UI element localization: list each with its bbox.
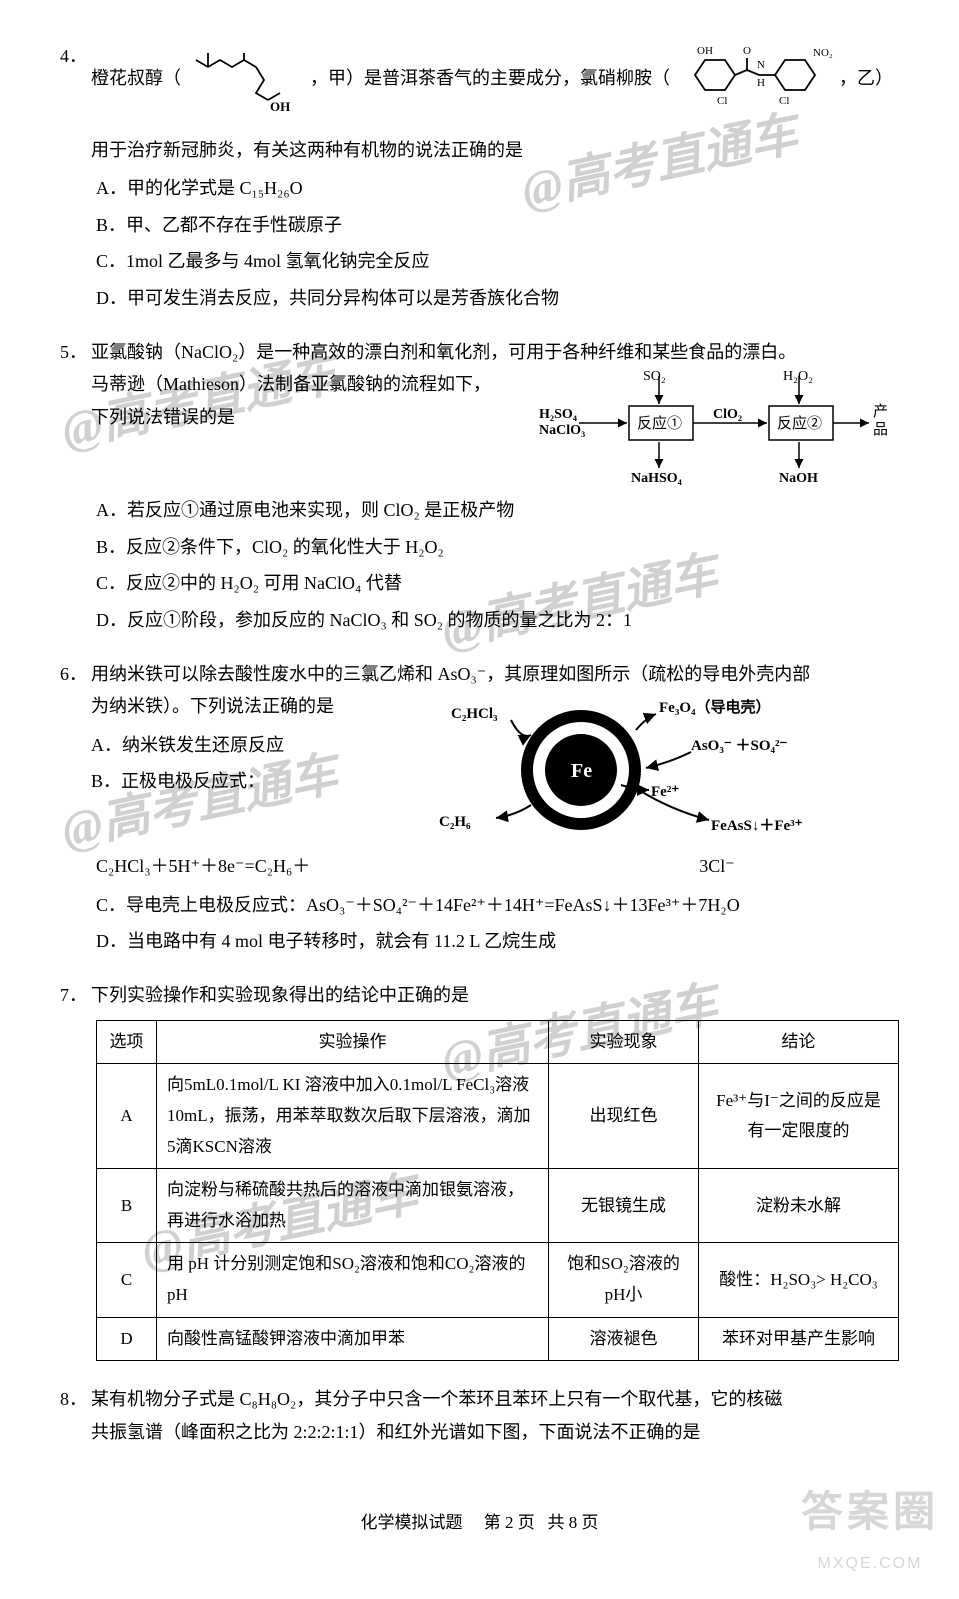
svg-text:NaOH: NaOH [779,471,818,486]
q6-opt-c: C．导电壳上电极反应式：AsO₃⁻＋SO₄²⁻＋14Fe²⁺＋14H⁺=FeAs… [96,889,899,921]
svg-text:Fe₃O₄（导电壳）: Fe₃O₄（导电壳） [659,698,770,716]
th-concl: 结论 [699,1020,899,1064]
q4-stem-c: ，乙） [839,68,893,88]
question-4: 4． 橙花叔醇（ OH ，甲）是普洱茶香气的主要成分，氯硝柳胺（ [60,40,899,314]
q4-stem-b: ，甲）是普洱茶香气的主要成分，氯硝柳胺（ [310,68,670,88]
q6-opt-a: A．纳米铁发生还原反应 [91,729,411,761]
q7-stem: 下列实验操作和实验现象得出的结论中正确的是 [91,979,899,1011]
svg-text:SO₂: SO₂ [643,369,666,384]
q5-opt-d: D．反应①阶段，参加反应的 NaClO₃ 和 SO₂ 的物质的量之比为 2：1 [96,604,899,636]
q6-stem2: 为纳米铁）。下列说法正确的是 [91,690,411,722]
table-row: C 用 pH 计分别测定饱和SO₂溶液和饱和CO₂溶液的pH 饱和SO₂溶液的p… [97,1243,899,1317]
th-phen: 实验现象 [549,1020,699,1064]
q7-table: 选项 实验操作 实验现象 结论 A 向5mL0.1mol/L KI 溶液中加入0… [96,1020,899,1361]
question-7: 7． 下列实验操作和实验现象得出的结论中正确的是 选项 实验操作 实验现象 结论… [60,979,899,1361]
table-row: B 向淀粉与稀硫酸共热后的溶液中滴加银氨溶液，再进行水浴加热 无银镜生成 淀粉未… [97,1169,899,1243]
svg-text:N: N [757,59,765,71]
svg-text:FeAsS↓＋Fe³⁺: FeAsS↓＋Fe³⁺ [711,818,803,834]
svg-text:O: O [743,45,751,57]
q4-num: 4． [60,40,87,72]
table-row: D 向酸性高锰酸钾溶液中滴加甲苯 溶液褪色 苯环对甲基产生影响 [97,1317,899,1361]
q5-opt-a: A．若反应①通过原电池来实现，则 ClO₂ 是正极产物 [96,494,899,526]
svg-text:NO₂: NO₂ [813,47,833,59]
svg-text:反应①: 反应① [637,414,682,432]
question-8: 8． 某有机物分子式是 C₈H₈O₂，其分子中只含一个苯环且苯环上只有一个取代基… [60,1383,899,1448]
svg-text:AsO₃⁻ ＋SO₄²⁻: AsO₃⁻ ＋SO₄²⁻ [691,738,788,754]
svg-text:Cl: Cl [717,95,727,107]
question-5: 5． 亚氯酸钠（NaClO₂）是一种高效的漂白剂和氧化剂，可用于各种纤维和某些食… [60,336,899,636]
molecule-2-icon: OH O N H NO₂ Cl Cl [675,40,835,120]
q4-stem-a: 橙花叔醇（ [91,68,181,88]
svg-text:OH: OH [270,99,290,114]
question-6: 6． 用纳米铁可以除去酸性废水中的三氯乙烯和 AsO₃⁻，其原理如图所示（疏松的… [60,658,899,958]
q6-stem1: 用纳米铁可以除去酸性废水中的三氯乙烯和 AsO₃⁻，其原理如图所示（疏松的导电外… [91,658,899,690]
q4-opt-d: D．甲可发生消去反应，共同分异构体可以是芳香族化合物 [96,282,899,314]
q6-opt-b: B．正极电极反应式： [91,765,411,797]
svg-text:Cl: Cl [779,95,789,107]
q5-opt-c: C．反应②中的 H₂O₂ 可用 NaClO₄ 代替 [96,567,899,599]
svg-text:产: 产 [873,403,888,420]
q7-num: 7． [60,979,87,1011]
svg-text:Fe²⁺: Fe²⁺ [651,784,679,800]
molecule-1-icon: OH [186,45,306,115]
svg-text:NaHSO₄: NaHSO₄ [631,471,683,486]
svg-text:反应②: 反应② [777,414,822,432]
q6-opt-d: D．当电路中有 4 mol 电子转移时，就会有 11.2 L 乙烷生成 [96,925,899,957]
q6-opt-b2: C₂HCl₃＋5H⁺＋8e⁻=C₂H₆＋ [96,856,310,876]
th-opt: 选项 [97,1020,157,1064]
q8-stem1: 某有机物分子式是 C₈H₈O₂，其分子中只含一个苯环且苯环上只有一个取代基，它的… [91,1383,899,1415]
svg-text:H₂SO₄: H₂SO₄ [539,407,578,422]
svg-text:H: H [757,77,765,89]
q4-stem2: 用于治疗新冠肺炎，有关这两种有机物的说法正确的是 [91,134,899,166]
svg-text:NaClO₃: NaClO₃ [539,423,585,438]
q4-opt-c: C．1mol 乙最多与 4mol 氢氧化钠完全反应 [96,245,899,277]
svg-text:H₂O₂: H₂O₂ [783,369,813,384]
table-header-row: 选项 实验操作 实验现象 结论 [97,1020,899,1064]
q6-diagram: Fe C₂HCl₃ C₂H₆ Fe₃O₄（导电壳） AsO₃⁻ ＋SO₄²⁻ F… [421,690,861,850]
q5-flow-diagram: SO₂ H₂O₂ H₂SO₄ NaClO₃ 反应① ClO₂ 反应② 产 品 N… [539,368,899,488]
svg-text:C₂H₆: C₂H₆ [439,814,471,830]
svg-text:OH: OH [697,45,713,57]
svg-text:C₂HCl₃: C₂HCl₃ [451,706,498,722]
th-op: 实验操作 [157,1020,549,1064]
svg-text:ClO₂: ClO₂ [713,407,742,422]
q4-opt-a: A．甲的化学式是 C₁₅H₂₆O [96,172,899,204]
table-row: A 向5mL0.1mol/L KI 溶液中加入0.1mol/L FeCl₃溶液1… [97,1064,899,1169]
q5-stem1: 亚氯酸钠（NaClO₂）是一种高效的漂白剂和氧化剂，可用于各种纤维和某些食品的漂… [91,336,899,368]
q6-num: 6． [60,658,87,690]
q5-num: 5． [60,336,87,368]
svg-text:品: 品 [873,421,888,438]
page-footer: 化学模拟试题 第 2 页 共 8 页 [60,1508,899,1539]
q8-num: 8． [60,1383,87,1415]
q4-opt-b: B．甲、乙都不存在手性碳原子 [96,209,899,241]
q5-opt-b: B．反应②条件下，ClO₂ 的氧化性大于 H₂O₂ [96,531,899,563]
q8-stem2: 共振氢谱（峰面积之比为 2:2:2:1:1）和红外光谱如下图，下面说法不正确的是 [91,1416,899,1448]
q6-opt-b2-tail: 3Cl⁻ [699,856,735,876]
svg-text:Fe: Fe [571,760,592,782]
